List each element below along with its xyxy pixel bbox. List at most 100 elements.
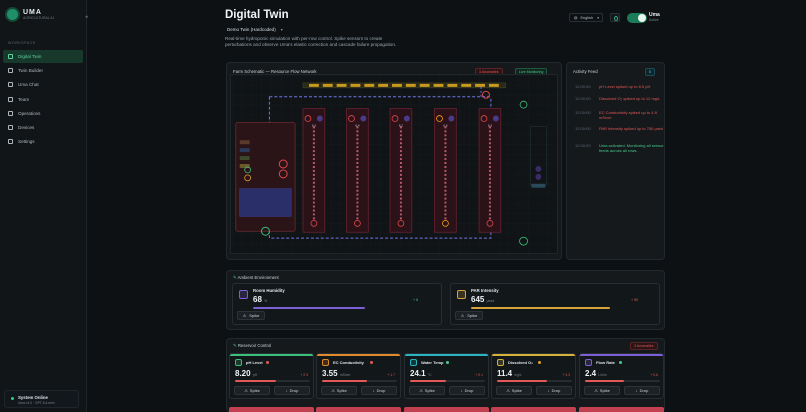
sidebar-nav: Digital Twin Twin Builder Uma Chat Team … xyxy=(3,50,83,149)
drop-button[interactable]: ↓ Drop xyxy=(624,386,660,395)
sidebar-item-settings[interactable]: Settings xyxy=(3,135,83,148)
ambient-spike-button[interactable]: ⚠ Spike xyxy=(455,311,483,320)
reservoir-anomalies-badge: 3 Anomalies xyxy=(630,342,658,350)
ambient-delta: + 6 xyxy=(413,298,419,302)
sidebar-item-label: Settings xyxy=(18,139,35,145)
sidebar-item-uma-chat[interactable]: Uma Chat xyxy=(3,78,83,91)
activity-text: Uma activated. Monitoring all sensor fee… xyxy=(599,143,664,153)
drop-button[interactable]: ↓ Drop xyxy=(536,386,572,395)
sidebar-item-operations[interactable]: Operations xyxy=(3,107,83,120)
uma-toggle[interactable] xyxy=(627,13,647,23)
brand-tagline: AGRICULTURAL AI xyxy=(23,16,54,20)
reservoir-delta: + 2.3 xyxy=(300,373,308,377)
activity-count-badge: 5 xyxy=(645,68,655,76)
farm-schematic[interactable]: 6.3 6.4 6.2 6.6 6.3 xyxy=(230,74,558,254)
activity-feed-panel: Activity Feed 5 xyxy=(566,62,665,260)
reservoir-level-track xyxy=(235,380,310,382)
ambient-spike-button[interactable]: ⚠ Spike xyxy=(237,311,265,320)
system-status-card: System Online Uma v1.0 · GPT-5.4-mini xyxy=(4,390,79,408)
status-dot-icon xyxy=(11,397,14,400)
reservoir-label: EC Conductivity xyxy=(333,360,364,365)
spike-button[interactable]: ⚠ Spike xyxy=(234,386,270,395)
sidebar-item-team[interactable]: Team xyxy=(3,93,83,106)
drop-button[interactable]: ↓ Drop xyxy=(361,386,397,395)
ambient-title-text: Ambient Environment xyxy=(237,275,279,280)
row-reading: 6.2 xyxy=(399,123,403,127)
activity-text: Dissolved O₂ spiked up to 12 mg/L xyxy=(599,96,661,101)
grow-row[interactable]: 6.3 xyxy=(478,108,502,233)
arrow-down-icon: ↓ xyxy=(460,388,463,393)
status-dot-icon xyxy=(618,361,622,364)
arrow-down-icon: ↓ xyxy=(547,388,550,393)
sidebar-item-devices[interactable]: Devices xyxy=(3,121,83,134)
reservoir-label: Water Temp xyxy=(421,360,444,365)
reservoir-level-track xyxy=(410,380,485,382)
chevron-down-icon: ▾ xyxy=(597,15,599,20)
twin-selector[interactable]: Demo Twin (Hardcoded) ▾ xyxy=(227,25,289,34)
device-icon xyxy=(8,124,13,130)
sidebar-item-label: Twin Builder xyxy=(18,68,44,74)
sidebar-item-label: Digital Twin xyxy=(18,54,42,59)
reservoir-label: Dissolved O₂ xyxy=(508,360,533,365)
ambient-label: Room Humidity xyxy=(253,288,285,293)
reservoir-card: Flow Rate 2.4 L/min + 0.6 ⚠ Spike ↓ Drop xyxy=(579,353,664,399)
ambient-level-bar xyxy=(471,307,611,309)
ambient-title: ✎ Ambient Environment xyxy=(233,275,279,281)
sidebar-item-label: Devices xyxy=(18,124,35,130)
activity-text: PAR Intensity spiked up to 750 µmol xyxy=(599,126,664,131)
notification-button[interactable] xyxy=(610,13,620,22)
spike-button[interactable]: ⚠ Spike xyxy=(584,386,620,395)
collapse-sidebar-icon[interactable]: ◂ xyxy=(85,14,88,20)
uma-status-text: Active xyxy=(649,18,659,22)
status-dot-icon xyxy=(537,361,541,364)
status-dot-icon xyxy=(369,361,373,364)
clipboard-icon xyxy=(8,110,13,116)
sensor-icon xyxy=(235,359,242,366)
grid-icon xyxy=(8,68,13,74)
activity-entry: 12:00:00 Uma activated. Monitoring all se… xyxy=(575,143,669,153)
grow-row[interactable]: 6.2 xyxy=(389,108,413,233)
row-reading: 6.3 xyxy=(488,123,492,127)
spike-button[interactable]: ⚠ Spike xyxy=(321,386,357,395)
sidebar-item-twin-builder[interactable]: Twin Builder xyxy=(3,64,83,77)
grow-row[interactable]: 6.3 xyxy=(302,108,326,233)
reservoir-label: pH Level xyxy=(246,360,263,365)
activity-entry: 12:00:00 EC Conductivity spiked up to 4.8… xyxy=(575,110,669,120)
reservoir-value: 2.4 L/min xyxy=(585,369,607,378)
system-status-title: System Online xyxy=(18,395,48,400)
bolt-icon: ⚠ xyxy=(331,388,335,393)
gear-icon xyxy=(8,139,13,145)
reservoir-level-track xyxy=(497,380,572,382)
spike-button[interactable]: ⚠ Spike xyxy=(409,386,445,395)
drop-button[interactable]: ↓ Drop xyxy=(449,386,485,395)
activity-time: 12:00:00 xyxy=(575,110,591,115)
drop-button[interactable]: ↓ Drop xyxy=(274,386,310,395)
activity-text: EC Conductivity spiked up to 4.8 mS/cm xyxy=(599,110,657,120)
spike-button[interactable]: ⚠ Spike xyxy=(496,386,532,395)
activity-time: 12:00:00 xyxy=(575,96,591,101)
activity-text: pH Level spiked up to 8.5 pH xyxy=(599,84,651,89)
reservoir-level-track xyxy=(585,380,660,382)
status-dot-icon xyxy=(266,361,270,364)
grow-row[interactable]: 6.6 xyxy=(434,108,457,233)
sidebar-item-label: Uma Chat xyxy=(18,82,39,88)
leaf-icon: ✎ xyxy=(233,275,237,280)
arrow-down-icon: ↓ xyxy=(372,388,375,393)
grow-row[interactable]: 6.4 xyxy=(346,108,369,233)
reservoir-level-track xyxy=(322,380,397,382)
brand[interactable]: UMA AGRICULTURAL AI xyxy=(7,9,54,20)
sensor-icon xyxy=(239,290,248,299)
arrow-down-icon: ↓ xyxy=(635,388,638,393)
bolt-icon: ⚠ xyxy=(244,388,248,393)
reservoir-title: ✎ Reservoir Control xyxy=(233,343,271,349)
language-selector[interactable]: ◍ English ▾ xyxy=(569,13,603,22)
uma-status: Uma Active xyxy=(649,12,660,22)
sensor-icon xyxy=(497,359,504,366)
nav-section-label: WORKSPACE xyxy=(8,41,36,45)
ambient-level-bar xyxy=(253,307,366,309)
sensor-icon xyxy=(457,290,466,299)
reservoir-card: pH Level 8.20 pH + 2.3 ⚠ Spike ↓ Drop xyxy=(229,353,314,399)
chat-icon xyxy=(8,82,13,88)
sidebar-item-digital-twin[interactable]: Digital Twin xyxy=(3,50,83,63)
ambient-label: PAR Intensity xyxy=(471,288,499,293)
